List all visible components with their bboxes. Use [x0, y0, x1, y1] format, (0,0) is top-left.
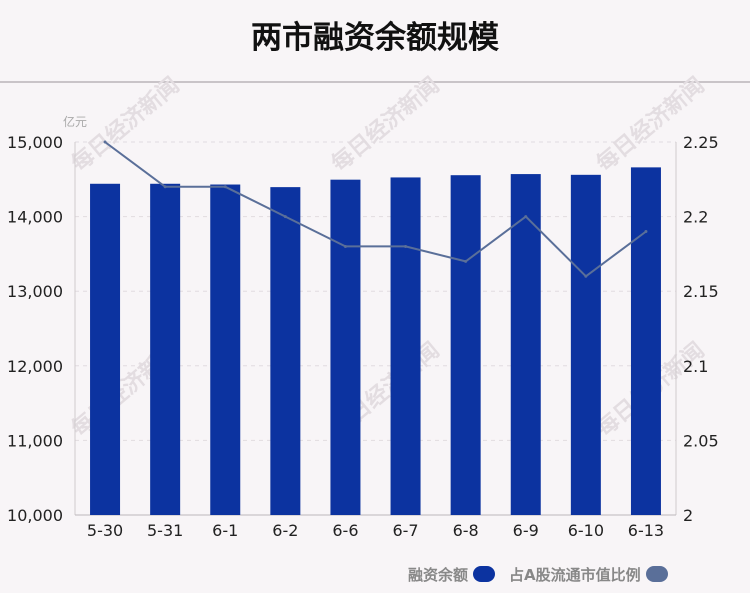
chart-title: 两市融资余额规模: [251, 20, 499, 56]
bar-6-7: [390, 177, 421, 515]
legend-item-financing-balance: 融资余额: [408, 564, 496, 585]
ratio-point-6-6: [343, 244, 347, 248]
ratio-point-6-9: [524, 215, 528, 219]
bar-6-2: [270, 187, 301, 515]
y2-tick-label: 2.1: [683, 357, 708, 376]
y-tick-label: 14,000: [7, 208, 63, 227]
legend-label-market-ratio: 占A股流通市值比例: [509, 565, 641, 584]
ratio-point-6-7: [404, 244, 408, 248]
ratio-point-6-8: [464, 259, 468, 263]
ratio-line: [104, 141, 647, 278]
x-tick-label: 6-2: [272, 521, 298, 540]
watermark-text: 每日经济新闻: [327, 72, 445, 177]
y-tick-label: 10,000: [7, 506, 63, 525]
x-tick-label: 5-31: [147, 521, 183, 540]
y-tick-label: 12,000: [7, 357, 63, 376]
legend: 融资余额 占A股流通市值比例: [408, 562, 682, 586]
ratio-point-6-2: [283, 215, 287, 219]
bar-6-1: [210, 184, 241, 515]
bar-6-13: [630, 167, 661, 515]
ratio-point-6-10: [584, 274, 588, 278]
bar-6-10: [570, 174, 601, 515]
x-tick-label: 6-1: [212, 521, 238, 540]
x-tick-label: 6-8: [453, 521, 479, 540]
ratio-point-6-1: [223, 185, 227, 189]
x-tick-label: 6-9: [513, 521, 539, 540]
legend-swatch-line: [645, 566, 668, 582]
y-tick-label: 15,000: [7, 133, 63, 152]
bar-6-6: [330, 179, 361, 515]
x-tick-label: 6-7: [392, 521, 418, 540]
ratio-point-5-30: [103, 140, 107, 144]
y2-tick-label: 2.2: [683, 208, 708, 227]
ratio-point-6-13: [644, 230, 648, 234]
bar-6-8: [450, 175, 481, 515]
y-tick-label: 13,000: [7, 282, 63, 301]
y2-tick-label: 2.05: [683, 431, 719, 450]
ratio-point-5-31: [163, 185, 167, 189]
bar-5-30: [90, 183, 121, 515]
y2-tick-label: 2.25: [683, 133, 719, 152]
title-divider: [0, 81, 750, 83]
y-unit-label: 亿元: [63, 114, 87, 129]
x-tick-label: 6-10: [568, 521, 604, 540]
x-tick-label: 5-30: [87, 521, 123, 540]
legend-label-financing-balance: 融资余额: [408, 565, 469, 584]
y2-tick-label: 2.15: [683, 282, 719, 301]
bar-5-31: [150, 183, 181, 515]
watermark-text: 每日经济新闻: [592, 72, 710, 177]
y2-tick-label: 2: [683, 506, 693, 525]
x-tick-label: 6-13: [628, 521, 664, 540]
y-tick-label: 11,000: [7, 431, 63, 450]
bar-6-9: [510, 174, 541, 515]
legend-swatch-bar: [473, 566, 496, 582]
x-tick-label: 6-6: [332, 521, 358, 540]
legend-item-market-ratio: 占A股流通市值比例: [509, 564, 668, 585]
